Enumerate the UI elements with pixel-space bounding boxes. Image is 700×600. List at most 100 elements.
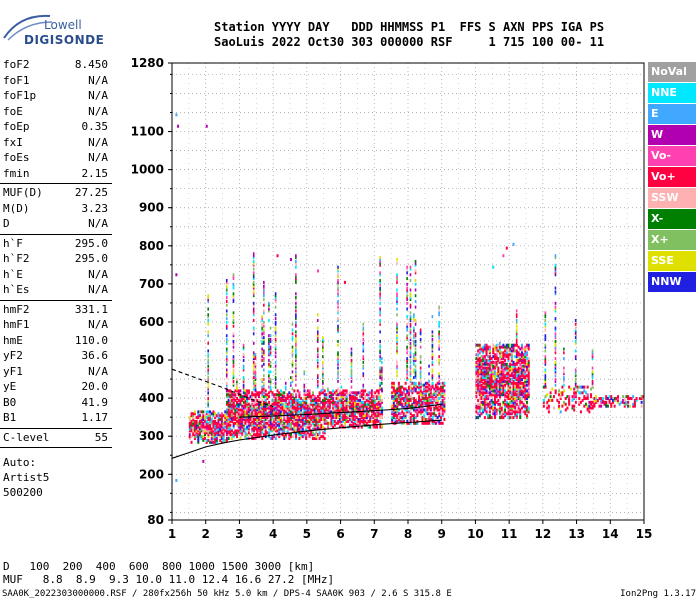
echo-point	[581, 398, 584, 402]
echo-point	[195, 421, 198, 425]
echo-point	[252, 355, 255, 359]
echo-point	[207, 400, 209, 404]
echo-point	[286, 395, 289, 399]
echo-point	[394, 408, 397, 412]
echo-point	[526, 353, 528, 357]
echo-point	[522, 353, 525, 357]
echo-point	[360, 414, 363, 418]
echo-point	[323, 416, 326, 420]
echo-point	[542, 385, 545, 389]
echo-point	[392, 397, 395, 401]
echo-point	[305, 425, 308, 429]
echo-point	[295, 320, 297, 324]
echo-point	[414, 372, 417, 376]
echo-point	[512, 398, 515, 402]
echo-point	[441, 402, 444, 406]
echo-point	[295, 265, 297, 269]
echo-point	[327, 393, 330, 397]
echo-point	[242, 377, 245, 381]
echo-point	[295, 277, 297, 281]
echo-point	[198, 421, 201, 425]
echo-point	[205, 427, 208, 431]
echo-point	[279, 389, 282, 393]
echo-point	[247, 431, 250, 435]
footer-file-info: SAA0K_2022303000000.RSF / 280fx256h 50 k…	[2, 589, 452, 599]
echo-point	[414, 351, 417, 355]
echo-point	[475, 391, 478, 395]
echo-point	[509, 374, 512, 378]
echo-point	[269, 437, 272, 441]
echo-point	[399, 387, 402, 391]
echo-point	[225, 299, 228, 303]
echo-point	[419, 391, 422, 395]
echo-point	[263, 377, 265, 381]
echo-point	[261, 408, 264, 412]
echo-point	[254, 412, 257, 416]
echo-point	[492, 385, 495, 389]
echo-point	[352, 391, 355, 395]
echo-point	[234, 433, 237, 437]
echo-point	[188, 435, 191, 439]
echo-point	[301, 427, 304, 431]
echo-point	[480, 400, 483, 404]
echo-point	[322, 387, 324, 391]
echo-point	[519, 374, 522, 378]
echo-point	[225, 425, 228, 429]
echo-point	[483, 377, 486, 381]
echo-point	[338, 425, 341, 429]
echo-point	[440, 416, 443, 420]
echo-point	[207, 320, 209, 324]
echo-point	[327, 389, 330, 393]
echo-point	[241, 421, 244, 425]
echo-point	[237, 408, 240, 412]
echo-point	[554, 357, 557, 361]
echo-point	[441, 408, 444, 412]
echo-point	[244, 417, 247, 421]
echo-point	[332, 389, 335, 393]
echo-point	[349, 423, 351, 427]
echo-point	[512, 360, 515, 364]
echo-point	[360, 404, 363, 408]
echo-point	[355, 397, 358, 401]
echo-point	[274, 296, 277, 300]
echo-point	[493, 353, 496, 357]
echo-point	[406, 404, 409, 408]
echo-point	[527, 372, 530, 376]
echo-point	[375, 417, 378, 421]
echo-point	[252, 414, 255, 418]
echo-point	[249, 416, 252, 420]
echo-point	[328, 400, 331, 404]
echo-point	[350, 417, 353, 421]
echo-point	[514, 402, 517, 406]
echo-point	[477, 387, 480, 391]
echo-point	[288, 395, 291, 399]
echo-point	[574, 370, 577, 374]
echo-point	[316, 364, 319, 368]
echo-point	[478, 402, 481, 406]
echo-point	[488, 387, 491, 391]
echo-point	[333, 410, 336, 414]
echo-point	[242, 355, 245, 359]
echo-point	[205, 429, 208, 433]
echo-point	[239, 427, 242, 431]
echo-point	[350, 414, 353, 418]
echo-point	[492, 364, 495, 368]
echo-point	[301, 406, 304, 410]
echo-point	[190, 421, 193, 425]
echo-point	[396, 288, 398, 292]
echo-point	[364, 395, 367, 399]
echo-point	[310, 402, 313, 406]
echo-point	[423, 416, 426, 420]
echo-point	[438, 345, 440, 349]
echo-point	[431, 343, 434, 347]
echo-point	[519, 376, 522, 380]
echo-point	[497, 408, 500, 412]
echo-point	[303, 423, 306, 427]
echo-point	[295, 374, 297, 378]
echo-point	[333, 402, 336, 406]
echo-point	[263, 341, 265, 345]
echo-point	[254, 395, 257, 399]
echo-point	[349, 395, 351, 399]
echo-point	[337, 292, 339, 296]
echo-point	[608, 398, 611, 402]
